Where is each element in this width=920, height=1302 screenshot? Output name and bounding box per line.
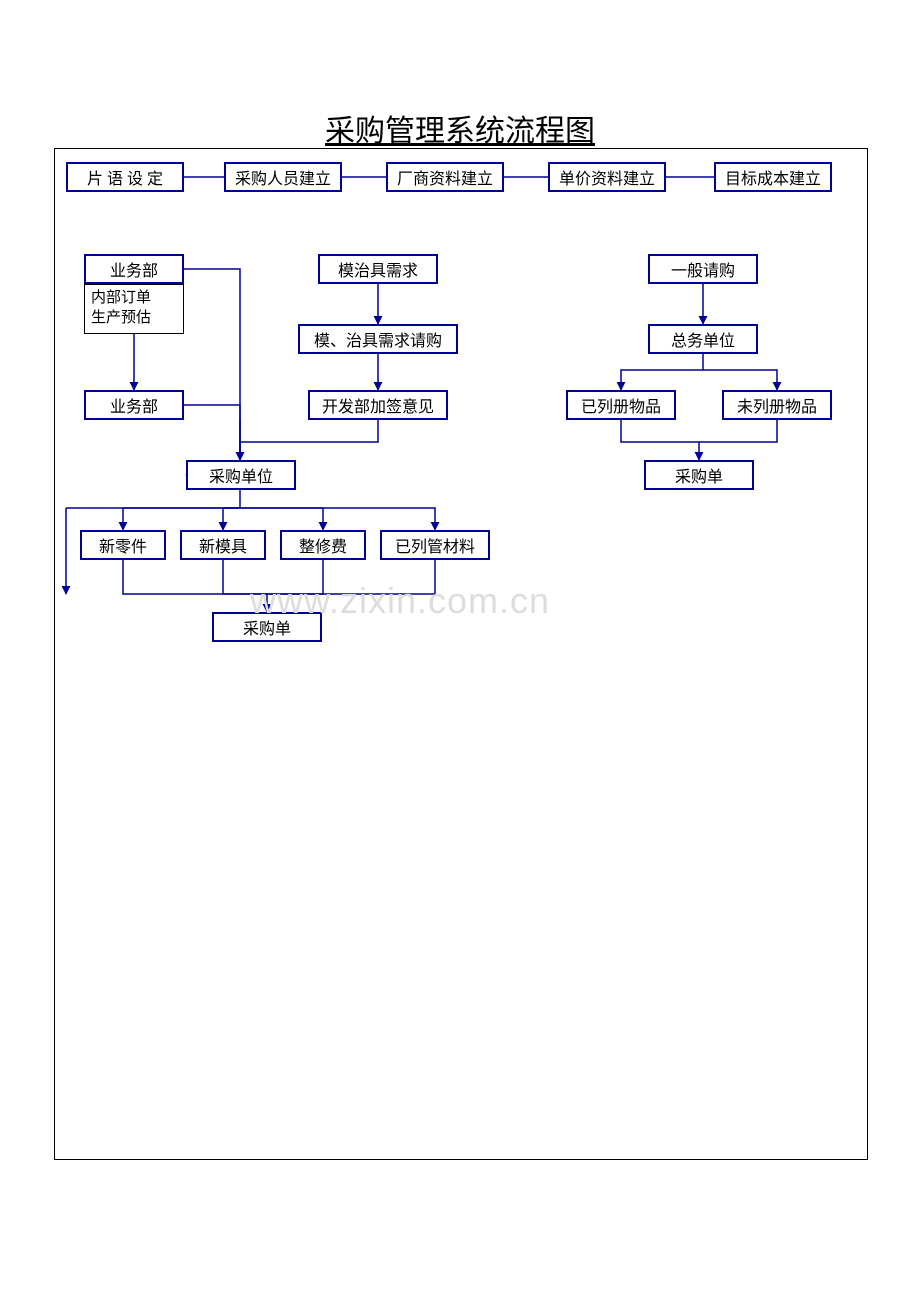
flowchart-node: 总务单位 xyxy=(648,324,758,354)
flowchart-node: 模治具需求 xyxy=(318,254,438,284)
page-title: 采购管理系统流程图 xyxy=(0,106,920,150)
flowchart-node: 目标成本建立 xyxy=(714,162,832,192)
flowchart-node: 业务部 xyxy=(84,390,184,420)
flowchart-node: 模、治具需求请购 xyxy=(298,324,458,354)
flowchart-node: 业务部 xyxy=(84,254,184,284)
flowchart-node: 采购人员建立 xyxy=(224,162,342,192)
flowchart-node: 采购单 xyxy=(644,460,754,490)
flowchart-node: 已列管材料 xyxy=(380,530,490,560)
flowchart-node: 开发部加签意见 xyxy=(308,390,448,420)
flowchart-node: 一般请购 xyxy=(648,254,758,284)
flowchart-node: 片 语 设 定 xyxy=(66,162,184,192)
page: 采购管理系统流程图 片 语 设 定 采购人员建立 厂商资料建立 单价资料建立 目标成本建… xyxy=(0,0,920,1302)
flowchart-node: 新零件 xyxy=(80,530,166,560)
watermark: www.zixin.com.cn xyxy=(250,580,550,622)
flowchart-node: 厂商资料建立 xyxy=(386,162,504,192)
flowchart-node: 单价资料建立 xyxy=(548,162,666,192)
flowchart-node: 新模具 xyxy=(180,530,266,560)
flowchart-node: 未列册物品 xyxy=(722,390,832,420)
flowchart-node: 整修费 xyxy=(280,530,366,560)
flowchart-node: 内部订单生产预估 xyxy=(84,284,184,334)
flowchart-node: 采购单位 xyxy=(186,460,296,490)
flowchart-node: 已列册物品 xyxy=(566,390,676,420)
